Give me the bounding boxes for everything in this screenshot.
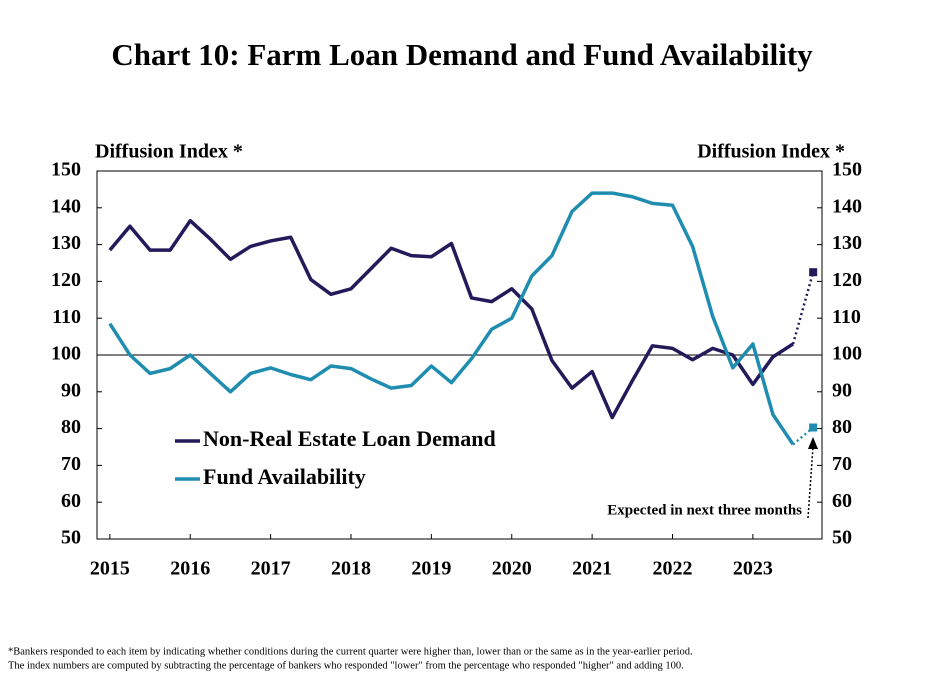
expected-marker — [809, 423, 818, 432]
annotation-arrow — [807, 446, 814, 519]
x-tick-label: 2017 — [251, 558, 291, 580]
x-tick-label: 2019 — [411, 558, 451, 580]
y-tick-label: 90 — [61, 379, 81, 401]
legend-label: Non-Real Estate Loan Demand — [203, 426, 496, 451]
legend-label: Fund Availability — [203, 464, 366, 489]
arrow-head — [808, 437, 818, 449]
y-tick-label: 120 — [51, 269, 81, 291]
y-tick-label: 130 — [51, 232, 81, 254]
y2-tick-label: 140 — [832, 195, 862, 217]
series-line — [108, 191, 795, 446]
y-tick-label: 80 — [61, 416, 81, 438]
y-tick-label: 50 — [61, 527, 81, 549]
y-tick-label: 140 — [51, 195, 81, 217]
y2-tick-label: 120 — [832, 269, 862, 291]
y2-tick-label: 150 — [832, 159, 862, 181]
expected-connector — [791, 271, 815, 345]
y2-tick-label: 110 — [832, 306, 861, 328]
y-tick-label: 110 — [52, 306, 81, 328]
y2-tick-label: 50 — [832, 527, 852, 549]
chart-title: Chart 10: Farm Loan Demand and Fund Avai… — [111, 37, 813, 72]
x-tick-label: 2018 — [331, 558, 371, 580]
series-line — [108, 218, 795, 420]
x-tick-label: 2020 — [492, 558, 532, 580]
y2-axis-label: Diffusion Index * — [697, 141, 845, 163]
y2-tick-label: 90 — [832, 379, 852, 401]
x-tick-label: 2021 — [572, 558, 612, 580]
x-tick-label: 2023 — [733, 558, 773, 580]
y2-tick-label: 70 — [832, 453, 852, 475]
y-tick-label: 60 — [61, 490, 81, 512]
y-tick-label: 150 — [51, 159, 81, 181]
footnote: *Bankers responded to each item by indic… — [8, 646, 693, 657]
y2-tick-label: 130 — [832, 232, 862, 254]
annotation: Expected in next three months — [607, 502, 802, 518]
y-tick-label: 70 — [61, 453, 81, 475]
x-tick-label: 2015 — [90, 558, 130, 580]
y-tick-label: 100 — [51, 343, 81, 365]
x-tick-label: 2016 — [170, 558, 210, 580]
expected-marker — [809, 268, 818, 277]
y2-tick-label: 100 — [832, 343, 862, 365]
y-axis-label: Diffusion Index * — [95, 141, 243, 163]
x-tick-label: 2022 — [652, 558, 692, 580]
footnote: The index numbers are computed by subtra… — [8, 660, 684, 671]
y2-tick-label: 80 — [832, 416, 852, 438]
y2-tick-label: 60 — [832, 490, 852, 512]
